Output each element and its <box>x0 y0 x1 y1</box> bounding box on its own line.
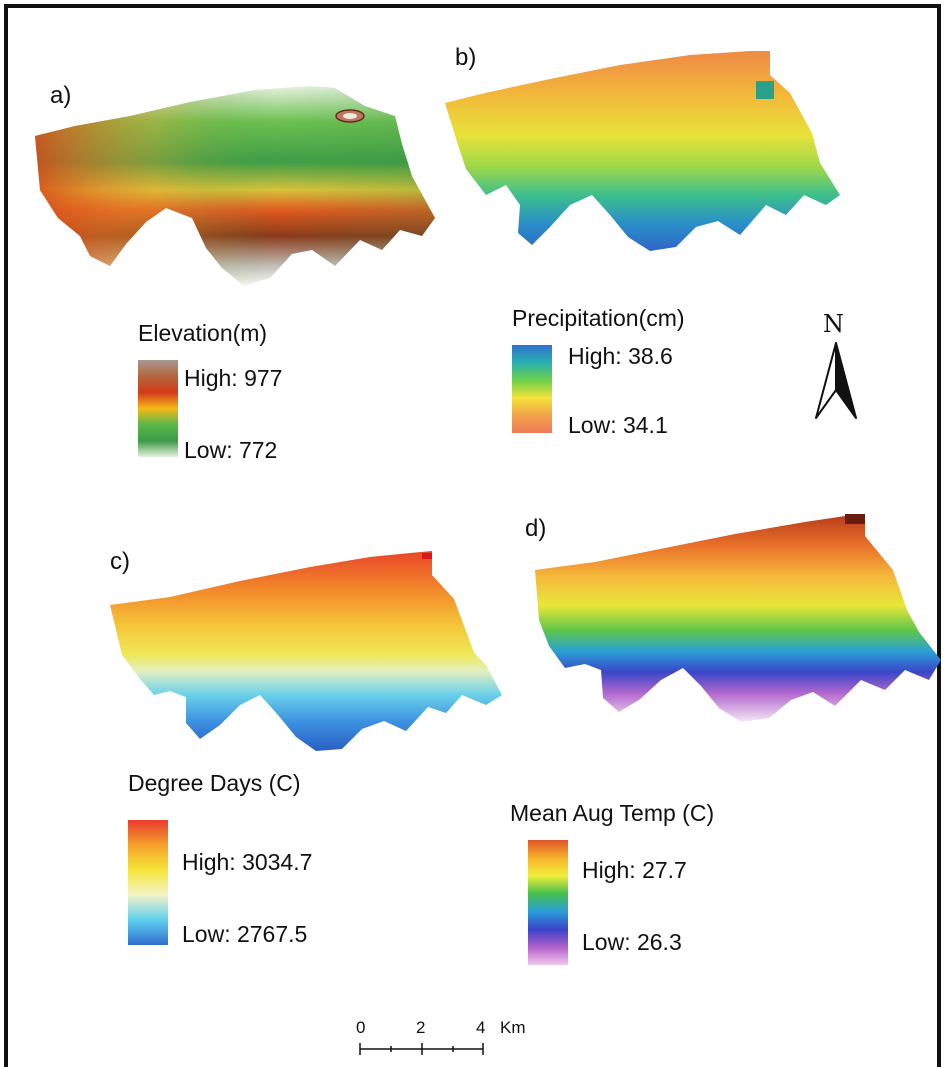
mean-aug-temp-legend-low: Low: 26.3 <box>582 929 682 955</box>
elevation-map <box>35 86 435 286</box>
north-arrow-icon <box>815 342 857 419</box>
elevation-legend-low: Low: 772 <box>184 437 278 463</box>
degree-days-legend-title: Degree Days (C) <box>128 770 301 796</box>
panel-label-c: c) <box>110 548 130 575</box>
precipitation-legend-low: Low: 34.1 <box>568 412 668 438</box>
north-arrow-label: N <box>823 310 844 338</box>
mean-aug-temp-legend-high: High: 27.7 <box>582 857 687 883</box>
precipitation-color-ramp <box>512 345 552 433</box>
scale-label-4: 4 <box>476 1018 486 1037</box>
scale-bar <box>359 1043 484 1055</box>
scale-label-2: 2 <box>416 1018 426 1037</box>
degree-days-map <box>110 551 502 751</box>
mean-aug-temp-legend-title: Mean Aug Temp (C) <box>510 800 715 826</box>
panel-label-b: b) <box>455 44 477 71</box>
precipitation-legend-high: High: 38.6 <box>568 343 673 369</box>
elevation-color-ramp <box>138 360 178 457</box>
mean-aug-temp-color-ramp <box>528 840 568 965</box>
panel-label-a: a) <box>50 82 72 109</box>
degree-days-legend-low: Low: 2767.5 <box>182 921 308 947</box>
degree-days-legend-high: High: 3034.7 <box>182 849 313 875</box>
degree-days-color-ramp <box>128 820 168 945</box>
panel-label-d: d) <box>525 515 547 542</box>
elevation-legend-high: High: 977 <box>184 365 283 391</box>
scale-label-0: 0 <box>356 1018 366 1037</box>
mean-aug-temp-map <box>535 514 941 722</box>
elevation-legend-title: Elevation(m) <box>138 320 268 346</box>
figure-frame <box>4 4 941 1067</box>
scale-unit: Km <box>500 1018 526 1037</box>
precipitation-legend-title: Precipitation(cm) <box>512 305 685 331</box>
precipitation-map <box>445 51 840 251</box>
